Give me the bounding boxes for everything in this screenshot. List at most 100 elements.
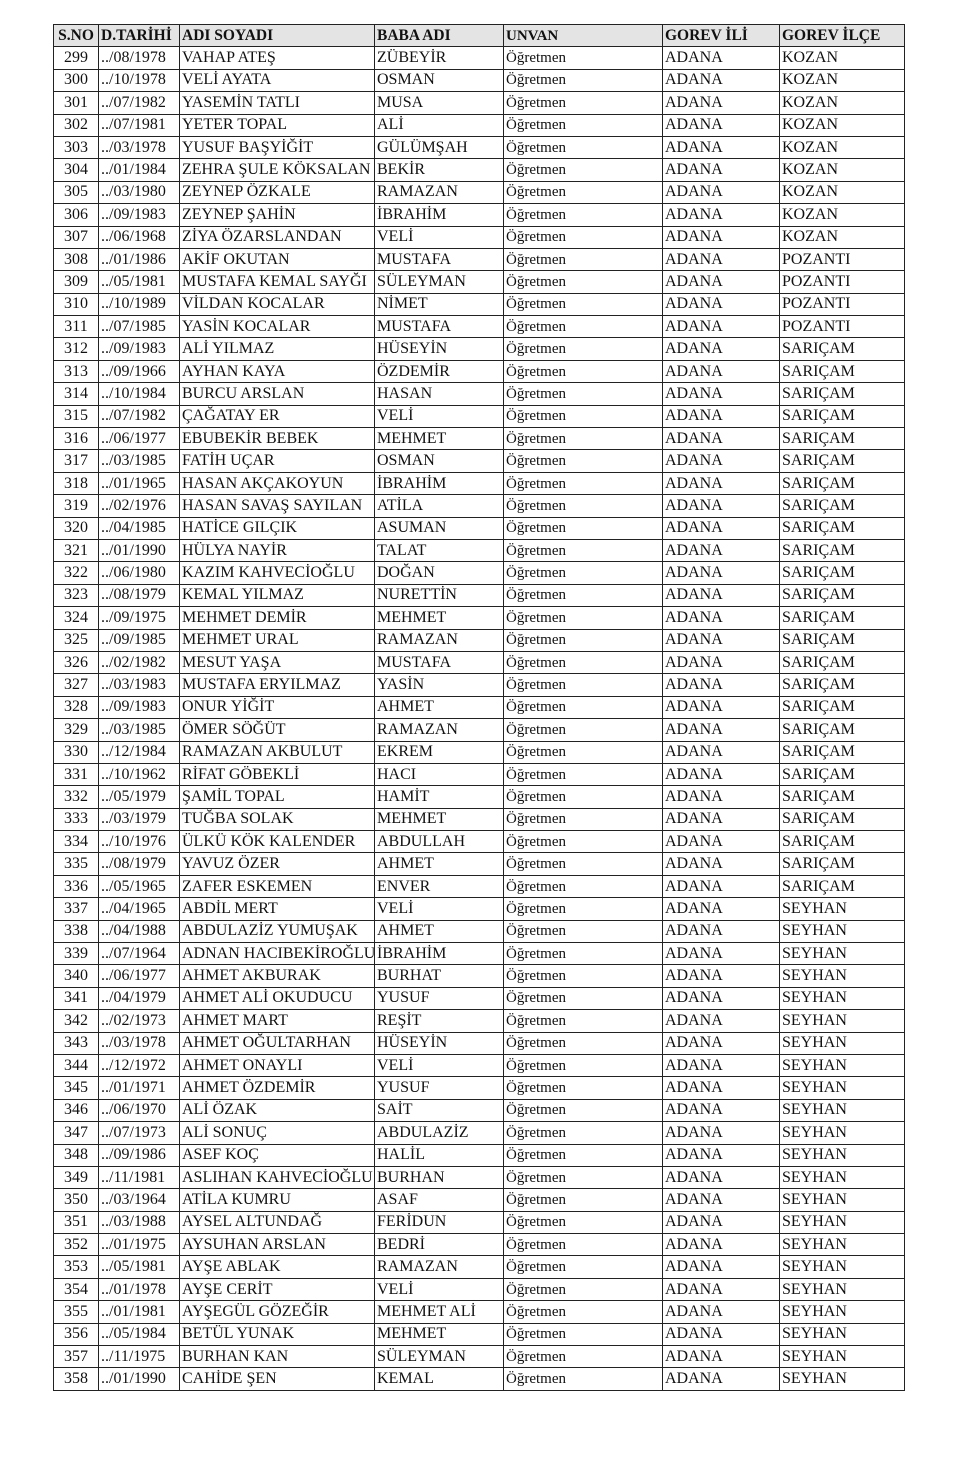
cell-sno: 346	[53, 1098, 99, 1123]
cell-father-name: MEHMET	[374, 807, 504, 832]
cell-birth-date: ../01/1978	[98, 1277, 180, 1302]
cell-title: Öğretmen	[503, 158, 663, 182]
table-row: 318 ../01/1965 HASAN AKÇAKOYUN İBRAHİM Öğret…	[53, 471, 905, 496]
cell-duty-district: SEYHAN	[779, 964, 905, 988]
cell-title: Öğretmen	[503, 583, 663, 608]
table-row: 307 ../06/1968 ZİYA ÖZARSLANDAN VELİ Öğretme…	[53, 225, 905, 249]
cell-full-name: VELİ AYATA	[179, 68, 375, 93]
cell-duty-district: SEYHAN	[779, 1188, 905, 1212]
cell-full-name: AHMET AKBURAK	[179, 964, 375, 988]
cell-duty-province: ADANA	[662, 897, 780, 921]
table-row: 305 ../03/1980 ZEYNEP ÖZKALE RAMAZAN Öğretme…	[53, 180, 905, 205]
cell-title: Öğretmen	[503, 427, 663, 451]
cell-father-name: MUSA	[374, 91, 504, 115]
cell-birth-date: ../07/1982	[98, 91, 180, 115]
cell-sno: 358	[53, 1367, 99, 1391]
cell-birth-date: ../03/1978	[98, 1031, 180, 1055]
cell-birth-date: ../04/1988	[98, 919, 180, 944]
cell-birth-date: ../02/1976	[98, 494, 180, 518]
table-row: 299 ../08/1978 VAHAP ATEŞ ZÜBEYİR Öğretmen AD…	[53, 46, 905, 70]
cell-birth-date: ../04/1965	[98, 897, 180, 921]
cell-duty-province: ADANA	[662, 471, 780, 496]
table-row: 322 ../06/1980 KAZIM KAHVECİOĞLU DOĞAN Öğret…	[53, 561, 905, 585]
cell-father-name: YUSUF	[374, 1076, 504, 1100]
cell-duty-district: SEYHAN	[779, 897, 905, 921]
cell-birth-date: ../07/1973	[98, 1121, 180, 1145]
cell-birth-date: ../01/1990	[98, 1367, 180, 1391]
cell-birth-date: ../09/1975	[98, 606, 180, 630]
cell-duty-district: SEYHAN	[779, 1143, 905, 1167]
cell-full-name: ASEF KOÇ	[179, 1143, 375, 1167]
cell-birth-date: ../05/1981	[98, 270, 180, 294]
cell-full-name: YETER TOPAL	[179, 113, 375, 137]
cell-duty-province: ADANA	[662, 964, 780, 988]
cell-sno: 354	[53, 1277, 99, 1302]
cell-father-name: FERİDUN	[374, 1210, 504, 1235]
cell-father-name: ALİ	[374, 113, 504, 137]
cell-duty-district: SARIÇAM	[779, 494, 905, 518]
cell-duty-district: KOZAN	[779, 225, 905, 249]
cell-birth-date: ../10/1962	[98, 762, 180, 787]
cell-duty-province: ADANA	[662, 158, 780, 182]
cell-duty-province: ADANA	[662, 919, 780, 944]
cell-title: Öğretmen	[503, 247, 663, 272]
cell-birth-date: ../04/1985	[98, 516, 180, 540]
cell-full-name: YUSUF BAŞYİĞİT	[179, 135, 375, 160]
cell-sno: 353	[53, 1255, 99, 1279]
cell-father-name: HALİL	[374, 1143, 504, 1167]
cell-full-name: RAMAZAN AKBULUT	[179, 740, 375, 764]
cell-sno: 350	[53, 1188, 99, 1212]
cell-duty-province: ADANA	[662, 1053, 780, 1078]
cell-sno: 355	[53, 1300, 99, 1324]
cell-title: Öğretmen	[503, 180, 663, 205]
cell-full-name: ALİ SONUÇ	[179, 1121, 375, 1145]
cell-full-name: VAHAP ATEŞ	[179, 46, 375, 70]
cell-father-name: KEMAL	[374, 1367, 504, 1391]
cell-sno: 336	[53, 874, 99, 899]
cell-father-name: TALAT	[374, 538, 504, 563]
cell-duty-district: KOZAN	[779, 158, 905, 182]
cell-birth-date: ../07/1981	[98, 113, 180, 137]
cell-title: Öğretmen	[503, 382, 663, 406]
cell-full-name: ATİLA KUMRU	[179, 1188, 375, 1212]
cell-father-name: MUSTAFA	[374, 315, 504, 339]
cell-father-name: DOĞAN	[374, 561, 504, 585]
cell-title: Öğretmen	[503, 1188, 663, 1212]
cell-title: Öğretmen	[503, 315, 663, 339]
cell-title: Öğretmen	[503, 986, 663, 1011]
cell-duty-district: SARIÇAM	[779, 538, 905, 563]
cell-birth-date: ../05/1981	[98, 1255, 180, 1279]
cell-title: Öğretmen	[503, 1053, 663, 1078]
cell-sno: 333	[53, 807, 99, 832]
cell-duty-province: ADANA	[662, 1188, 780, 1212]
cell-title: Öğretmen	[503, 1009, 663, 1033]
cell-duty-province: ADANA	[662, 1143, 780, 1167]
cell-title: Öğretmen	[503, 1233, 663, 1257]
table-row: 347 ../07/1973 ALİ SONUÇ ABDULAZİZ Öğretmen A…	[53, 1121, 905, 1145]
table-row: 304 ../01/1984 ZEHRA ŞULE KÖKSALAN BEKİR Öğr…	[53, 158, 905, 182]
cell-father-name: ATİLA	[374, 494, 504, 518]
table-row: 338 ../04/1988 ABDULAZİZ YUMUŞAK AHMET Öğret…	[53, 919, 905, 944]
cell-father-name: HACI	[374, 762, 504, 787]
cell-father-name: MUSTAFA	[374, 247, 504, 272]
table-row: 325 ../09/1985 MEHMET URAL RAMAZAN Öğretmen A…	[53, 628, 905, 652]
cell-title: Öğretmen	[503, 1300, 663, 1324]
cell-full-name: AKİF OKUTAN	[179, 247, 375, 272]
table-row: 333 ../03/1979 TUĞBA SOLAK MEHMET Öğretmen AD…	[53, 807, 905, 832]
cell-sno: 319	[53, 494, 99, 518]
cell-title: Öğretmen	[503, 1367, 663, 1391]
cell-title: Öğretmen	[503, 874, 663, 899]
table-row: 342 ../02/1973 AHMET MART REŞİT Öğretmen ADAN…	[53, 1009, 905, 1033]
cell-title: Öğretmen	[503, 449, 663, 473]
cell-full-name: ÇAĞATAY ER	[179, 404, 375, 429]
cell-full-name: MUSTAFA KEMAL SAYĞI	[179, 270, 375, 294]
cell-father-name: BEDRİ	[374, 1233, 504, 1257]
cell-duty-province: ADANA	[662, 247, 780, 272]
table-row: 335 ../08/1979 YAVUZ ÖZER AHMET Öğretmen ADAN…	[53, 852, 905, 876]
cell-father-name: RAMAZAN	[374, 628, 504, 652]
cell-father-name: BURHAT	[374, 964, 504, 988]
table-row: 336 ../05/1965 ZAFER ESKEMEN ENVER Öğretmen A…	[53, 874, 905, 899]
cell-full-name: MEHMET DEMİR	[179, 606, 375, 630]
cell-duty-district: SEYHAN	[779, 1098, 905, 1123]
cell-full-name: ASLIHAN KAHVECİOĞLU	[179, 1165, 375, 1190]
